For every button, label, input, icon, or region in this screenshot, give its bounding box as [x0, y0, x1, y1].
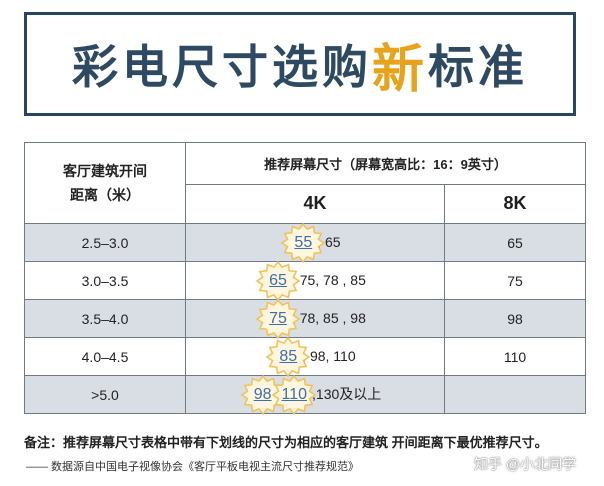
distance-cell: 2.5–3.0 — [24, 223, 186, 262]
other-sizes: , 78, 85 , 98 — [291, 309, 366, 326]
recommended-size-value: 65 — [269, 271, 287, 289]
other-sizes: , 65 — [317, 233, 341, 250]
recommended-size-value: 55 — [294, 233, 313, 251]
distance-cell: 3.5–4.0 — [24, 299, 186, 338]
source-line: —— 数据源自中国电子视像协会《客厅平板电视主流尺寸推荐规范》 — [26, 461, 360, 473]
title-accent: 新 — [371, 39, 428, 100]
title-banner: 彩电尺寸选购 新 标准 — [24, 12, 576, 116]
size-4k-cell: 55, 65 — [185, 222, 445, 263]
col-4k-header: 4K — [185, 183, 445, 224]
table-row: 3.5–4.0 75, 78, 85 , 98 98 — [24, 298, 586, 339]
footnote: 备注：推荐屏幕尺寸表格中带有下划线的尺寸为相应的客厅建筑 开间距离下最优推荐尺寸… — [24, 435, 548, 450]
size-table: 客厅建筑开间 距离（米） 推荐屏幕尺寸（屏幕宽高比：16：9英寸） 4K 8K … — [24, 142, 586, 415]
recommended-size-value: 110 — [281, 385, 308, 403]
size-8k-cell — [444, 375, 586, 414]
other-sizes: ,130及以上 — [312, 385, 382, 402]
size-8k-cell: 110 — [444, 337, 586, 376]
recommended-size: 65 — [255, 260, 301, 301]
distance-header-line2: 距离（米） — [70, 187, 140, 203]
other-sizes: , 98, 110 — [302, 347, 356, 364]
title-suffix: 标准 — [428, 40, 528, 94]
badge-outline-icon — [255, 298, 301, 339]
table-row: 2.5–3.0 55, 65 65 — [24, 222, 586, 263]
col-8k-header: 8K — [444, 183, 586, 224]
size-8k-cell: 75 — [444, 261, 586, 300]
distance-header-line1: 客厅建筑开间 — [63, 163, 147, 179]
recommend-header: 推荐屏幕尺寸（屏幕宽高比：16：9英寸） — [185, 142, 586, 185]
distance-cell: 4.0–4.5 — [24, 337, 186, 376]
distance-cell: >5.0 — [24, 375, 186, 414]
size-4k-cell: 75, 78, 85 , 98 — [185, 298, 445, 339]
size-4k-cell: 85, 98, 110 — [185, 336, 445, 377]
recommended-size: 98 — [240, 374, 286, 415]
size-4k-cell: 98 110,130及以上 — [185, 374, 445, 415]
badge-outline-icon — [271, 374, 317, 415]
badge-outline-icon — [265, 336, 311, 377]
table-row: >5.0 98 110,130及以上 — [24, 374, 586, 415]
recommended-size: 110 — [271, 374, 317, 415]
size-4k-cell: 65, 75, 78 , 85 — [185, 260, 445, 301]
badge-outline-icon — [255, 260, 301, 301]
other-sizes: , 75, 78 , 85 — [291, 271, 366, 288]
recommended-size: 85 — [265, 336, 311, 377]
table-row: 4.0–4.5 85, 98, 110 110 — [24, 336, 586, 377]
size-8k-cell: 65 — [444, 223, 586, 262]
recommended-size-value: 98 — [253, 385, 272, 403]
size-8k-cell: 98 — [444, 299, 586, 338]
distance-header: 客厅建筑开间 距离（米） — [24, 142, 186, 224]
page-title: 彩电尺寸选购 新 标准 — [72, 27, 528, 102]
distance-cell: 3.0–3.5 — [24, 261, 186, 300]
recommended-size-value: 75 — [269, 309, 287, 327]
title-prefix: 彩电尺寸选购 — [71, 40, 372, 94]
badge-outline-icon — [280, 222, 326, 263]
recommended-size: 55 — [280, 222, 326, 263]
table-row: 3.0–3.5 65, 75, 78 , 85 75 — [24, 260, 586, 301]
badge-outline-icon — [240, 374, 286, 415]
recommended-size-value: 85 — [279, 347, 298, 365]
recommended-size: 75 — [255, 298, 301, 339]
watermark: 知乎 @小北同学 — [474, 456, 577, 472]
